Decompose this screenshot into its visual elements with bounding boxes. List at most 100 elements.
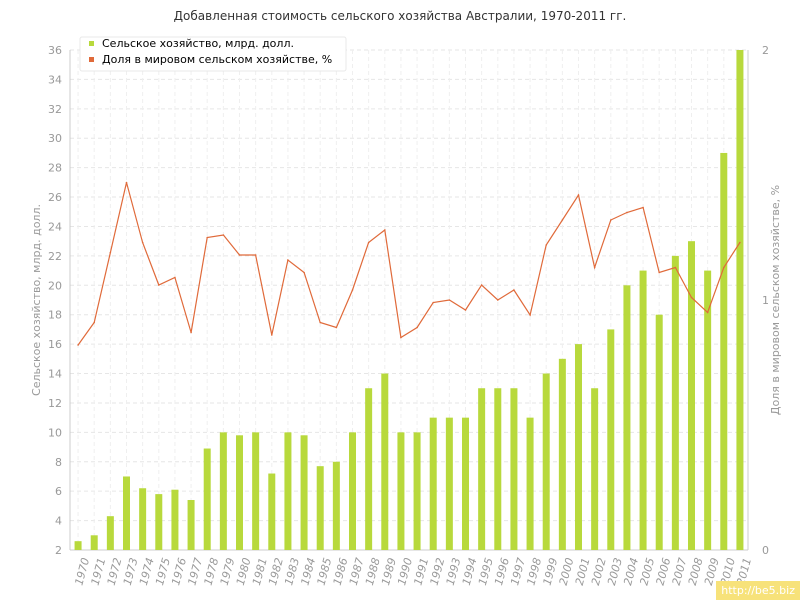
y-tick-left: 20	[48, 279, 62, 292]
legend-swatch-bars	[89, 41, 94, 46]
bar	[720, 152, 728, 551]
line-point	[174, 276, 176, 279]
bar	[219, 432, 227, 550]
line-point	[674, 266, 677, 269]
bar	[139, 488, 147, 550]
bar	[429, 417, 437, 550]
bar	[123, 476, 130, 550]
line-point	[125, 181, 128, 184]
y-tick-left: 28	[48, 162, 62, 175]
line-point	[351, 289, 354, 291]
line-point	[513, 289, 515, 291]
bar	[445, 417, 453, 550]
watermark[interactable]: http://be5.biz	[716, 581, 800, 600]
share-line	[77, 182, 741, 346]
y-tick-left: 2	[55, 544, 62, 557]
line-point	[480, 284, 483, 286]
bar	[591, 388, 599, 550]
y-tick-left: 8	[55, 456, 62, 469]
bar	[671, 255, 679, 550]
bar	[397, 432, 405, 550]
legend-box	[79, 36, 347, 72]
bar	[639, 270, 647, 550]
bar	[478, 388, 486, 550]
line-point	[383, 229, 386, 231]
bar	[736, 50, 744, 550]
y-tick-left: 24	[48, 220, 62, 233]
bar	[381, 373, 389, 550]
bar	[155, 494, 163, 550]
line-point	[739, 241, 741, 244]
y-tick-left: 16	[48, 338, 62, 351]
bar	[462, 417, 469, 550]
y-tick-left: 18	[48, 309, 62, 322]
line-point	[561, 219, 564, 221]
bar	[332, 461, 340, 550]
line-point	[157, 284, 160, 286]
line-point	[270, 334, 273, 336]
bar	[704, 270, 712, 550]
y-tick-left: 30	[48, 132, 62, 145]
y-tick-right: 0	[762, 544, 769, 557]
y-tick-left: 4	[55, 515, 62, 528]
line-point	[545, 244, 548, 246]
line-point	[93, 321, 96, 324]
line-point	[109, 251, 112, 254]
line-point	[400, 336, 402, 339]
line-point	[706, 311, 709, 314]
line-point	[254, 254, 257, 256]
line-point	[593, 266, 596, 269]
bar	[365, 388, 373, 550]
line-layer	[77, 181, 741, 346]
line-point	[77, 344, 79, 346]
bar	[526, 417, 534, 550]
line-point	[432, 301, 435, 304]
bar	[203, 448, 211, 550]
y-tick-left: 12	[48, 397, 62, 410]
bar	[655, 314, 663, 550]
y-tick-left: 22	[48, 250, 62, 263]
bar	[236, 435, 243, 550]
bar	[106, 516, 114, 550]
line-point	[335, 326, 338, 329]
line-point	[287, 259, 289, 261]
bar	[284, 432, 292, 550]
line-point	[141, 241, 144, 244]
legend-item-bars: Сельское хозяйство, млрд. долл.	[102, 37, 294, 50]
legend: Сельское хозяйство, млрд. долл. Доля в м…	[79, 36, 347, 72]
line-point	[496, 299, 499, 301]
line-point	[303, 271, 305, 274]
line-point	[416, 326, 418, 329]
chart-title: Добавленная стоимость сельского хозяйств…	[173, 9, 627, 23]
bar	[187, 500, 195, 550]
bar	[316, 466, 324, 550]
bar	[74, 541, 82, 550]
y-axis-right-title: Доля в мировом сельском хозяйстве, %	[769, 185, 782, 415]
bar	[607, 329, 615, 550]
bar	[510, 388, 518, 550]
axes-layer	[69, 50, 749, 551]
bar	[171, 489, 179, 550]
bar	[623, 285, 631, 550]
bar	[300, 435, 308, 550]
y-tick-left: 6	[55, 485, 62, 498]
legend-swatch-line	[89, 57, 94, 62]
bar	[413, 432, 421, 550]
bar	[575, 344, 582, 550]
bar	[252, 432, 260, 550]
bars-layer	[74, 50, 744, 551]
line-point	[319, 321, 322, 324]
bar	[90, 535, 98, 550]
line-point	[577, 194, 580, 196]
y-tick-left: 34	[48, 73, 62, 86]
line-point	[238, 254, 241, 256]
y-tick-right: 1	[762, 294, 769, 307]
legend-item-line: Доля в мировом сельском хозяйстве, %	[102, 53, 332, 66]
line-point	[464, 309, 467, 311]
bar	[542, 373, 550, 550]
y-tick-left: 26	[48, 191, 62, 204]
line-point	[367, 241, 370, 244]
line-point	[722, 266, 725, 269]
bar	[268, 473, 276, 550]
